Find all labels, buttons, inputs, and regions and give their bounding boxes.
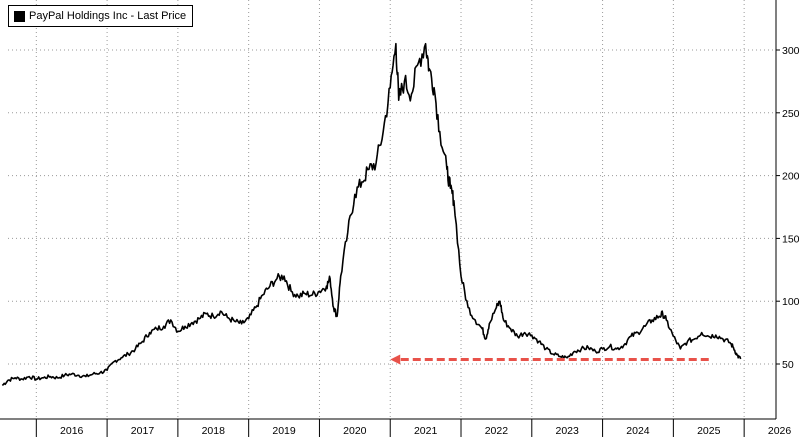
- price-line: [1, 42, 742, 387]
- x-tick-label: 2020: [343, 425, 367, 437]
- legend-label: PayPal Holdings Inc - Last Price: [29, 10, 187, 22]
- y-tick-label: 150: [782, 233, 800, 245]
- x-tick-label: 2024: [626, 425, 650, 437]
- x-tick-label: 2022: [485, 425, 509, 437]
- legend: PayPal Holdings Inc - Last Price: [8, 5, 194, 27]
- y-tick-label: 50: [782, 359, 794, 371]
- x-tick-label: 2017: [131, 425, 155, 437]
- dashed-arrow-head: [390, 354, 401, 365]
- y-tick-label: 250: [782, 108, 800, 120]
- x-tick-label: 2023: [556, 425, 580, 437]
- x-tick-label: 2021: [414, 425, 438, 437]
- legend-swatch: [14, 10, 25, 22]
- x-tick-label: 2026: [768, 425, 792, 437]
- y-tick-label: 100: [782, 296, 800, 308]
- y-tick-label: 200: [782, 171, 800, 183]
- y-tick-label: 300: [782, 45, 800, 57]
- x-tick-label: 2016: [60, 425, 84, 437]
- x-tick-label: 2018: [202, 425, 226, 437]
- x-tick-label: 2019: [272, 425, 296, 437]
- x-tick-label: 2025: [697, 425, 721, 437]
